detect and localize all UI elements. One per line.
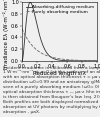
Legend: Absorbing-diffusing medium, Purely absorbing medium: Absorbing-diffusing medium, Purely absor… [25,5,95,14]
Absorbing-diffusing medium [62,60,63,61]
Purely absorbing medium [83,60,84,61]
Purely absorbing medium [62,58,63,60]
Purely absorbing medium [96,60,98,61]
Absorbing-diffusing medium [96,60,98,62]
Absorbing-diffusing medium [30,2,31,3]
Absorbing-diffusing medium [83,60,84,62]
Purely absorbing medium [57,58,58,59]
Absorbing-diffusing medium [66,60,67,61]
X-axis label: Reduced length s/λ: Reduced length s/λ [33,71,86,76]
Line: Absorbing-diffusing medium: Absorbing-diffusing medium [22,2,97,61]
Purely absorbing medium [57,58,59,59]
Absorbing-diffusing medium [22,60,23,62]
Y-axis label: Irradiance Eλ (W·m⁻²·nm⁻¹): Irradiance Eλ (W·m⁻²·nm⁻¹) [3,0,9,69]
Purely absorbing medium [95,60,96,61]
Purely absorbing medium [22,28,23,30]
Absorbing-diffusing medium [57,59,58,61]
Absorbing-diffusing medium [58,59,59,61]
Purely absorbing medium [66,59,67,60]
Line: Purely absorbing medium: Purely absorbing medium [22,29,97,61]
Text: Incident irradiance is calibrated from a lamp with a mean irradiance of
1 W·m⁻²·: Incident irradiance is calibrated from a… [3,66,100,114]
Absorbing-diffusing medium [95,60,96,62]
